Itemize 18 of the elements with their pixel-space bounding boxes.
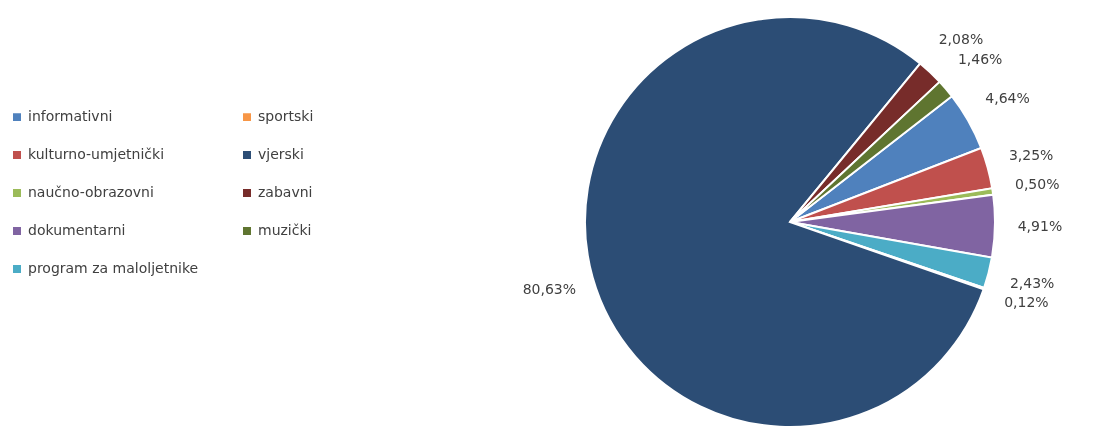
data-label: 3,25% <box>1008 146 1054 163</box>
data-label: 0,50% <box>1014 175 1060 192</box>
legend-label: muzički <box>258 222 312 238</box>
legend-label: vjerski <box>258 146 304 162</box>
data-label: 1,46% <box>957 50 1003 67</box>
legend-label: dokumentarni <box>28 222 126 238</box>
legend-label: naučno-obrazovni <box>28 184 154 200</box>
legend-label: informativni <box>28 108 113 125</box>
data-label: 4,64% <box>985 89 1030 106</box>
legend-label: program za maloljetnike <box>28 260 199 276</box>
legend-label: kulturno-umjetnički <box>28 146 165 162</box>
data-label: 2,08% <box>938 30 984 47</box>
legend-label: zabavni <box>258 184 313 200</box>
data-label: 2,43% <box>1009 275 1055 292</box>
data-label: 0,12% <box>1004 294 1049 311</box>
legend-label: sportski <box>258 108 314 125</box>
data-label: 4,91% <box>1017 218 1063 235</box>
data-label: 80,63% <box>522 280 577 297</box>
